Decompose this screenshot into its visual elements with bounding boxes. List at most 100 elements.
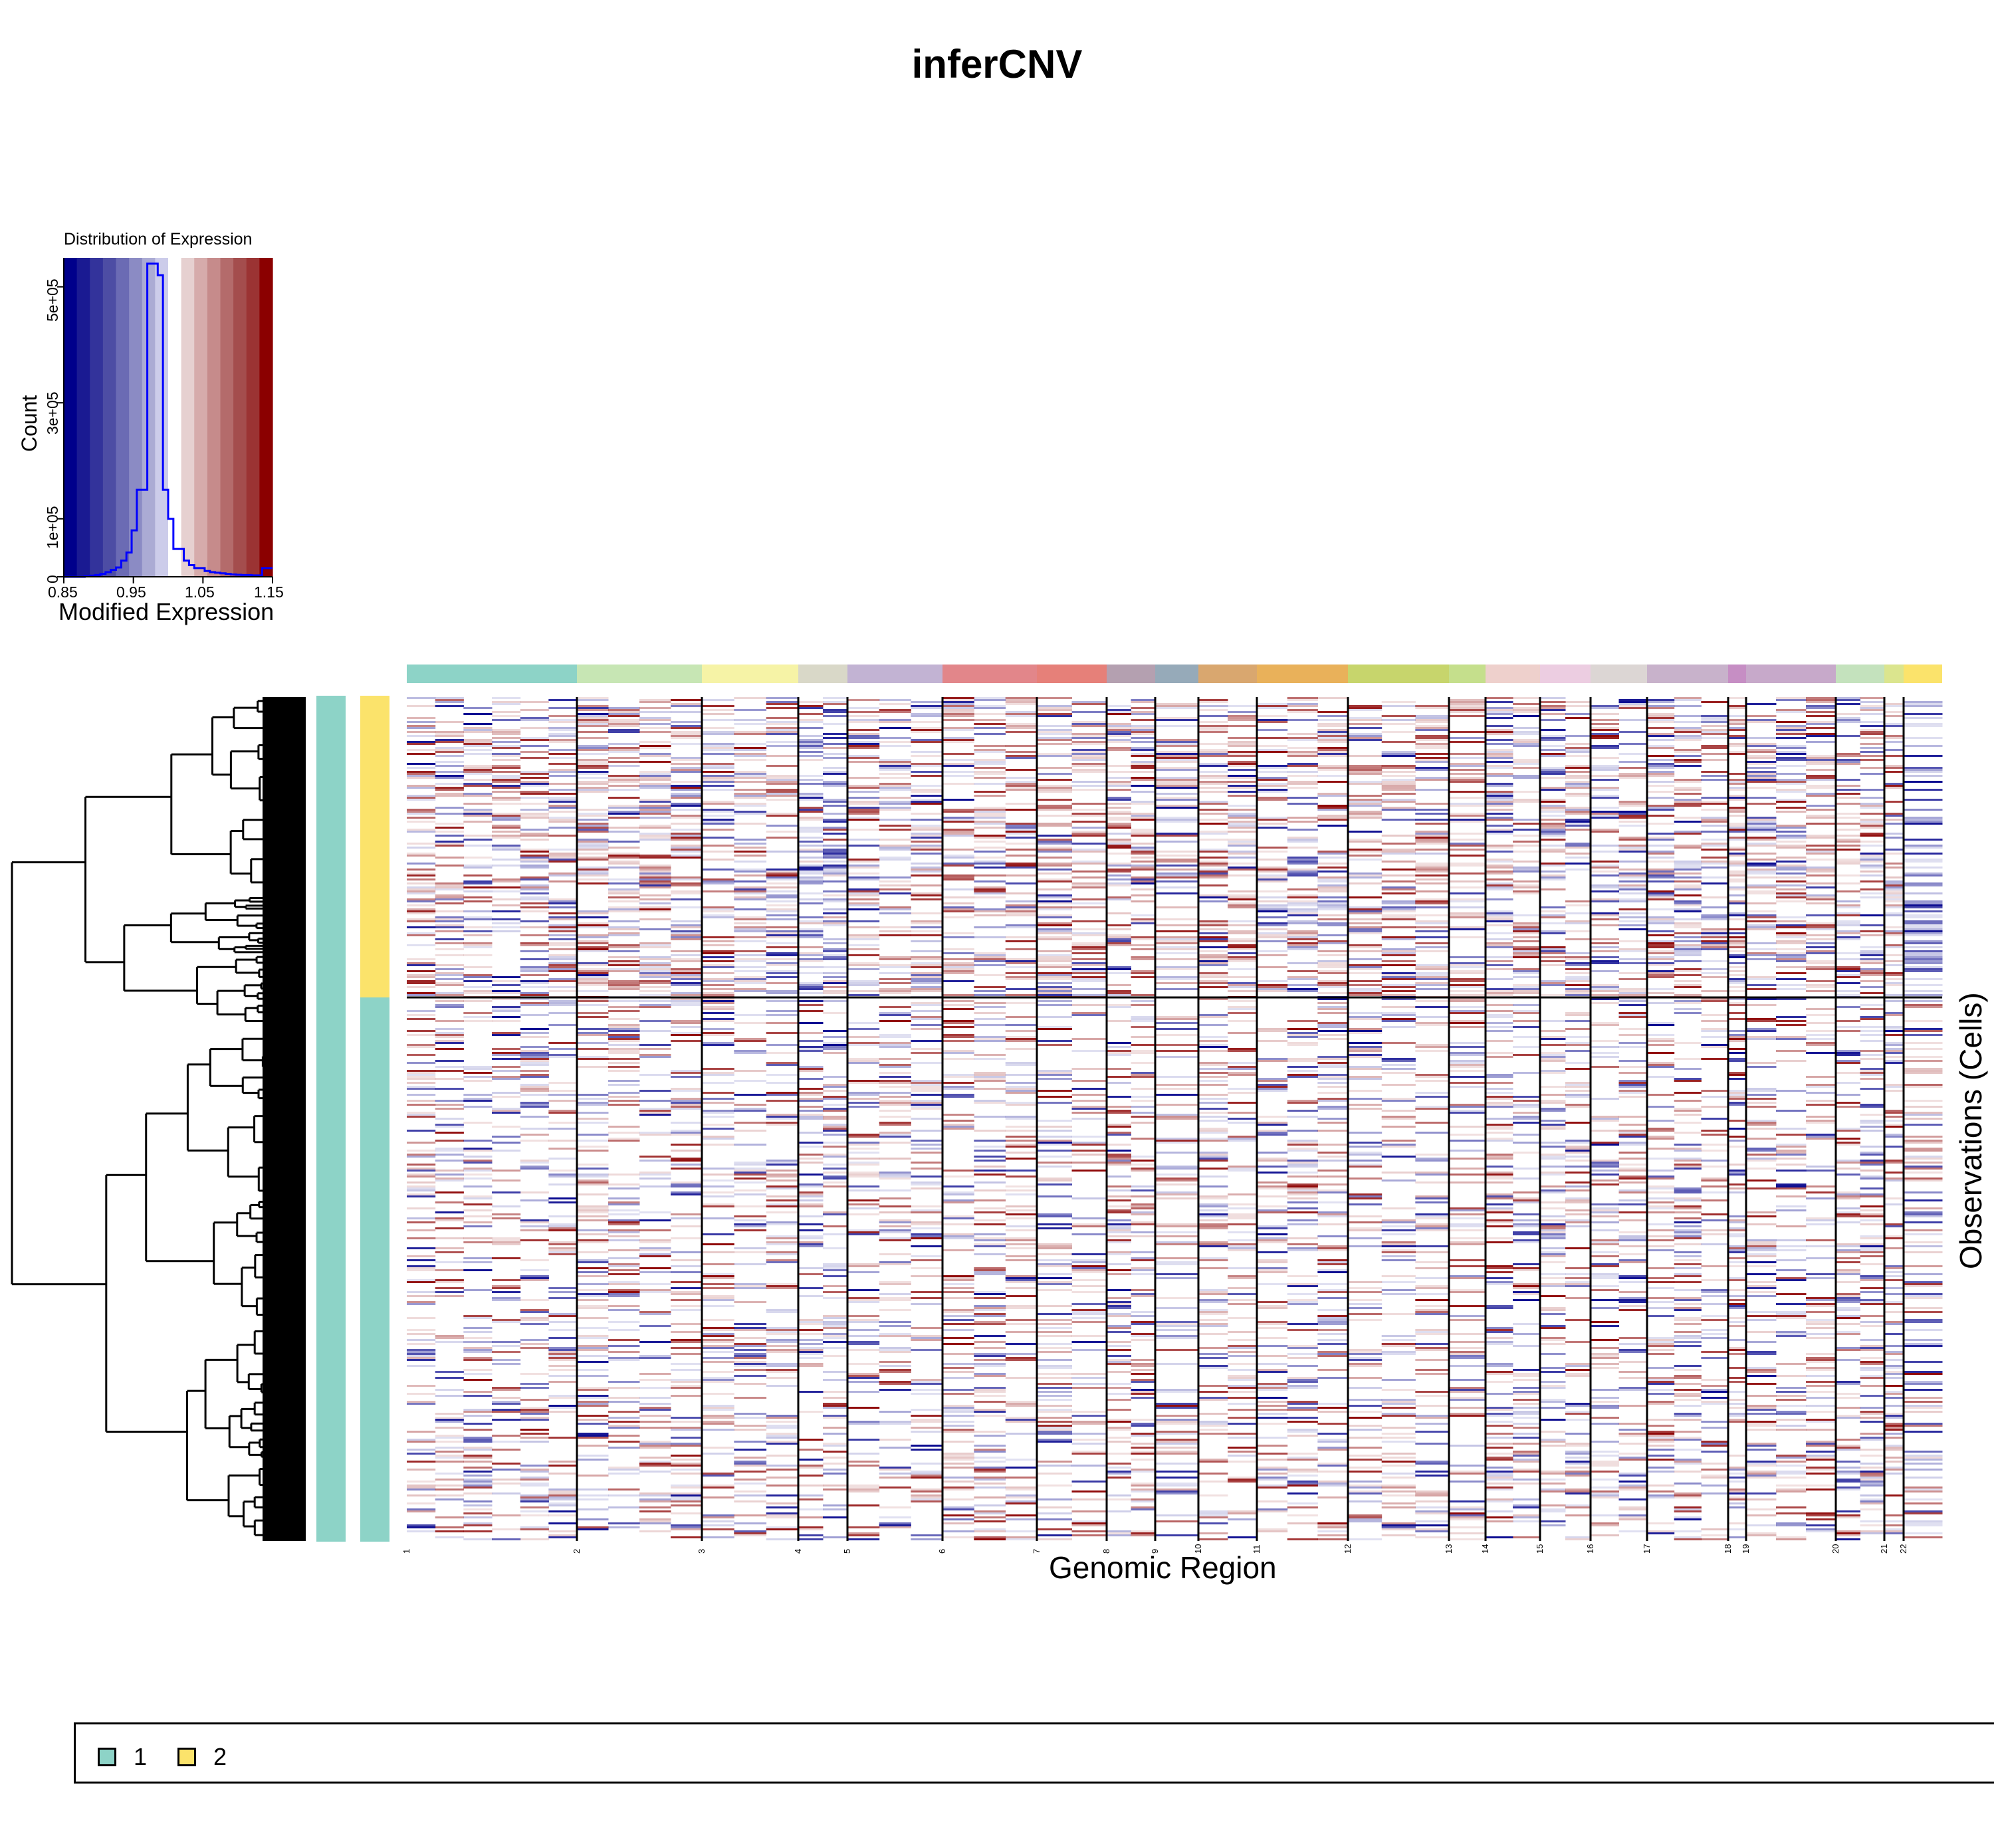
heatmap-cell: [879, 801, 911, 803]
heatmap-cell: [974, 1012, 1006, 1014]
heatmap-cell: [974, 960, 1006, 962]
heatmap-cell: [1131, 765, 1156, 767]
heatmap-cell: [734, 988, 767, 990]
heatmap-cell: [1540, 964, 1566, 966]
heatmap-cell: [1647, 1066, 1675, 1068]
heatmap-cell: [1131, 1160, 1156, 1162]
heatmap-cell: [702, 1006, 734, 1008]
heatmap-cell: [1513, 871, 1541, 873]
heatmap-cell: [766, 815, 799, 817]
heatmap-cell: [847, 711, 880, 713]
heatmap-cell: [1131, 847, 1156, 849]
heatmap-cell: [1884, 906, 1904, 908]
heatmap-cell: [1486, 1056, 1513, 1058]
heatmap-cell: [1565, 843, 1591, 845]
heatmap-cell: [1776, 869, 1807, 871]
heatmap-cell: [639, 880, 671, 882]
heatmap-cell: [1037, 916, 1072, 918]
heatmap-cell: [911, 741, 943, 743]
heatmap-cell: [1287, 1142, 1318, 1144]
heatmap-cell: [1131, 918, 1156, 920]
heatmap-cell: [1005, 926, 1038, 928]
heatmap-cell: [1591, 1046, 1619, 1048]
heatmap-cell: [1591, 970, 1619, 972]
heatmap-cell: [1618, 761, 1648, 763]
heatmap-cell: [1746, 757, 1777, 759]
heatmap-cell: [1836, 863, 1860, 865]
heatmap-cell: [520, 1028, 549, 1030]
heatmap-cell: [1071, 733, 1107, 735]
heatmap-cell: [1228, 1136, 1258, 1138]
heatmap-cell: [1591, 1174, 1619, 1176]
heatmap-cell: [1317, 980, 1349, 982]
heatmap-cell: [1860, 914, 1885, 916]
heatmap-cell: [1228, 863, 1258, 865]
heatmap-cell: [1776, 956, 1807, 958]
heatmap-cell: [1317, 942, 1349, 944]
heatmap-cell: [702, 779, 734, 781]
heatmap-cell: [1647, 747, 1675, 749]
heatmap-cell: [407, 1062, 436, 1064]
heatmap-cell: [1131, 1100, 1156, 1102]
heatmap-cell: [1131, 1088, 1156, 1090]
heatmap-cell: [942, 936, 974, 938]
heatmap-cell: [734, 789, 767, 791]
heatmap-cell: [1257, 910, 1288, 912]
heatmap-cell: [1381, 1180, 1416, 1181]
heatmap-cell: [1228, 890, 1258, 892]
heatmap-cell: [1904, 771, 1943, 773]
heatmap-cell: [1257, 1152, 1288, 1154]
heatmap-cell: [1198, 1130, 1228, 1132]
heatmap-cell: [1348, 733, 1383, 735]
heatmap-cell: [879, 1134, 911, 1136]
heatmap-cell: [1198, 777, 1228, 779]
heatmap-cell: [1836, 703, 1860, 705]
heatmap-cell: [1381, 701, 1416, 703]
heatmap-cell: [1071, 1094, 1107, 1096]
heatmap-cell: [1904, 950, 1943, 952]
heatmap-cell: [1486, 803, 1513, 805]
heatmap-cell: [577, 839, 609, 841]
heatmap-cell: [798, 1004, 824, 1006]
heatmap-cell: [879, 703, 911, 705]
heatmap-cell: [1565, 1156, 1591, 1158]
heatmap-cell: [492, 1058, 521, 1060]
heatmap-cell: [1674, 865, 1702, 867]
heatmap-cell: [639, 972, 671, 974]
heatmap-cell: [520, 813, 549, 815]
heatmap-cell: [1317, 884, 1349, 886]
heatmap-cell: [1591, 886, 1619, 888]
heatmap-cell: [1674, 869, 1702, 871]
heatmap-cell: [879, 1006, 911, 1008]
heatmap-cell: [1155, 743, 1199, 745]
heatmap-cell: [1591, 1183, 1619, 1185]
heatmap-cell: [1037, 974, 1072, 976]
heatmap-cell: [1565, 1090, 1591, 1092]
heatmap-cell: [1836, 914, 1860, 916]
heatmap-cell: [1486, 831, 1513, 833]
heatmap-cell: [548, 827, 578, 829]
heatmap-cell: [1836, 835, 1860, 837]
heatmap-cell: [548, 1024, 578, 1026]
heatmap-cell: [548, 956, 578, 958]
heatmap-cell: [520, 1090, 549, 1092]
heatmap-cell: [702, 1034, 734, 1036]
heatmap-cell: [974, 1002, 1006, 1004]
heatmap-cell: [1317, 805, 1349, 807]
heatmap-cell: [492, 1008, 521, 1010]
heatmap-cell: [1647, 1034, 1675, 1036]
heatmap-cell: [1776, 1110, 1807, 1112]
heatmap-cell: [639, 779, 671, 781]
heatmap-cell: [1647, 1038, 1675, 1040]
heatmap-cell: [942, 964, 974, 966]
heatmap-cell: [1005, 1062, 1038, 1064]
heatmap-cell: [1228, 906, 1258, 908]
heatmap-cell: [1746, 952, 1777, 954]
heatmap-cell: [1155, 946, 1199, 948]
heatmap-cell: [766, 1187, 799, 1189]
heatmap-cell: [1860, 950, 1885, 952]
heatmap-cell: [1884, 823, 1904, 825]
heatmap-cell: [435, 942, 464, 944]
heatmap-cell: [1131, 948, 1156, 950]
heatmap-cell: [1904, 745, 1943, 747]
